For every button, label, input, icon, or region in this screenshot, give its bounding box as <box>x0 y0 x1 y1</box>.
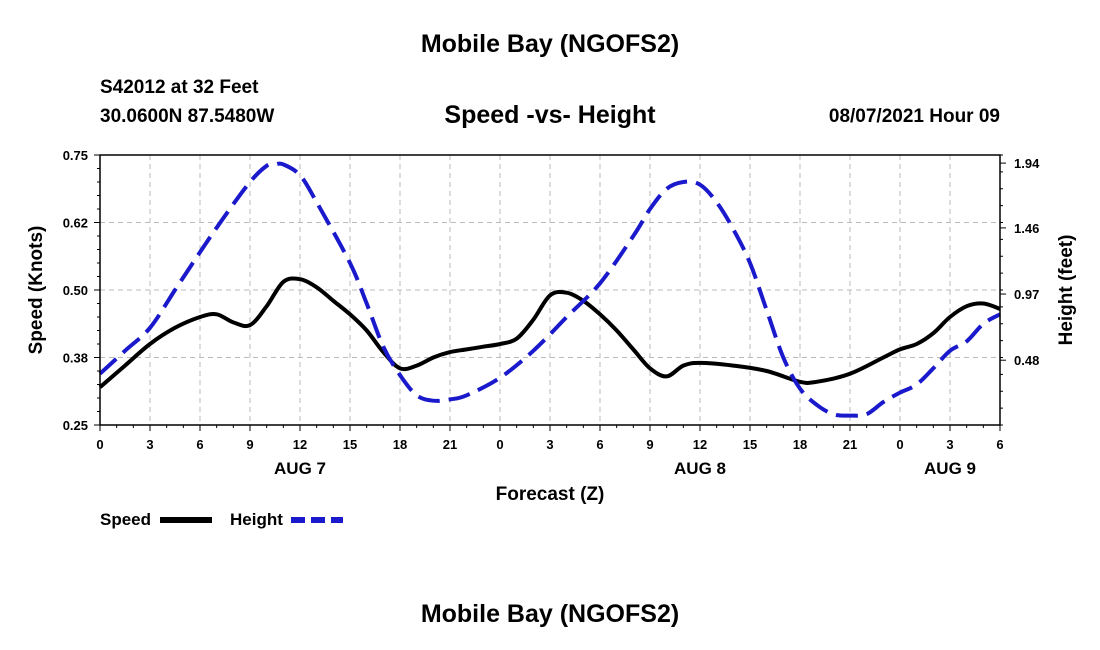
x-tick-label: 15 <box>343 437 357 452</box>
y-right-tick-label: 0.97 <box>1014 287 1039 302</box>
x-tick-label: 9 <box>246 437 253 452</box>
x-tick-label: 3 <box>146 437 153 452</box>
legend: Speed Height <box>100 510 343 529</box>
y-left-tick-label: 0.50 <box>63 283 88 298</box>
x-tick-label: 0 <box>896 437 903 452</box>
x-tick-label: 12 <box>293 437 307 452</box>
axis-ticks: 0 3 6 9 12 15 18 21 0 3 6 9 12 15 18 21 0 3 6 AUG 7 AUG 8 AUG… <box>63 148 1040 478</box>
y-axis-right-label: Height (feet) <box>1056 235 1077 346</box>
day-label: AUG 9 <box>924 459 976 478</box>
y-left-tick-label: 0.75 <box>63 148 88 163</box>
x-tick-label: 21 <box>443 437 457 452</box>
x-tick-label: 6 <box>196 437 203 452</box>
x-tick-label: 6 <box>596 437 603 452</box>
y-right-tick-label: 1.94 <box>1014 156 1040 171</box>
coordinates-label: 30.0600N 87.5480W <box>100 106 275 127</box>
x-tick-label: 6 <box>996 437 1003 452</box>
day-label: AUG 7 <box>274 459 326 478</box>
x-tick-label: 12 <box>693 437 707 452</box>
y-right-tick-label: 0.48 <box>1014 353 1039 368</box>
y-left-tick-label: 0.62 <box>63 216 88 231</box>
height-series-line <box>98 161 1001 418</box>
x-tick-label: 18 <box>793 437 807 452</box>
x-tick-label: 9 <box>646 437 653 452</box>
y-left-tick-label: 0.25 <box>63 418 88 433</box>
x-axis-label: Forecast (Z) <box>496 484 605 505</box>
legend-label-height: Height <box>230 510 283 529</box>
day-label: AUG 8 <box>674 459 726 478</box>
x-tick-label: 21 <box>843 437 857 452</box>
chart-subtitle: Speed -vs- Height <box>444 101 656 129</box>
chart-footer-title: Mobile Bay (NGOFS2) <box>420 600 680 628</box>
x-tick-label: 3 <box>946 437 953 452</box>
chart-main-title: Mobile Bay (NGOFS2) <box>420 30 680 58</box>
y-axis-left-label: Speed (Knots) <box>26 226 47 355</box>
x-tick-label: 0 <box>96 437 103 452</box>
series-layer <box>98 161 1001 418</box>
x-tick-label: 15 <box>743 437 757 452</box>
x-tick-label: 3 <box>546 437 553 452</box>
grid <box>100 155 1000 425</box>
station-label: S42012 at 32 Feet <box>100 77 259 98</box>
forecast-datetime: 08/07/2021 Hour 09 <box>828 106 1000 127</box>
y-left-tick-label: 0.38 <box>63 351 88 366</box>
legend-label-speed: Speed <box>100 510 151 529</box>
y-right-tick-label: 1.46 <box>1014 221 1039 236</box>
x-tick-label: 0 <box>496 437 503 452</box>
x-tick-label: 18 <box>393 437 407 452</box>
speed-series-line <box>98 276 1001 389</box>
